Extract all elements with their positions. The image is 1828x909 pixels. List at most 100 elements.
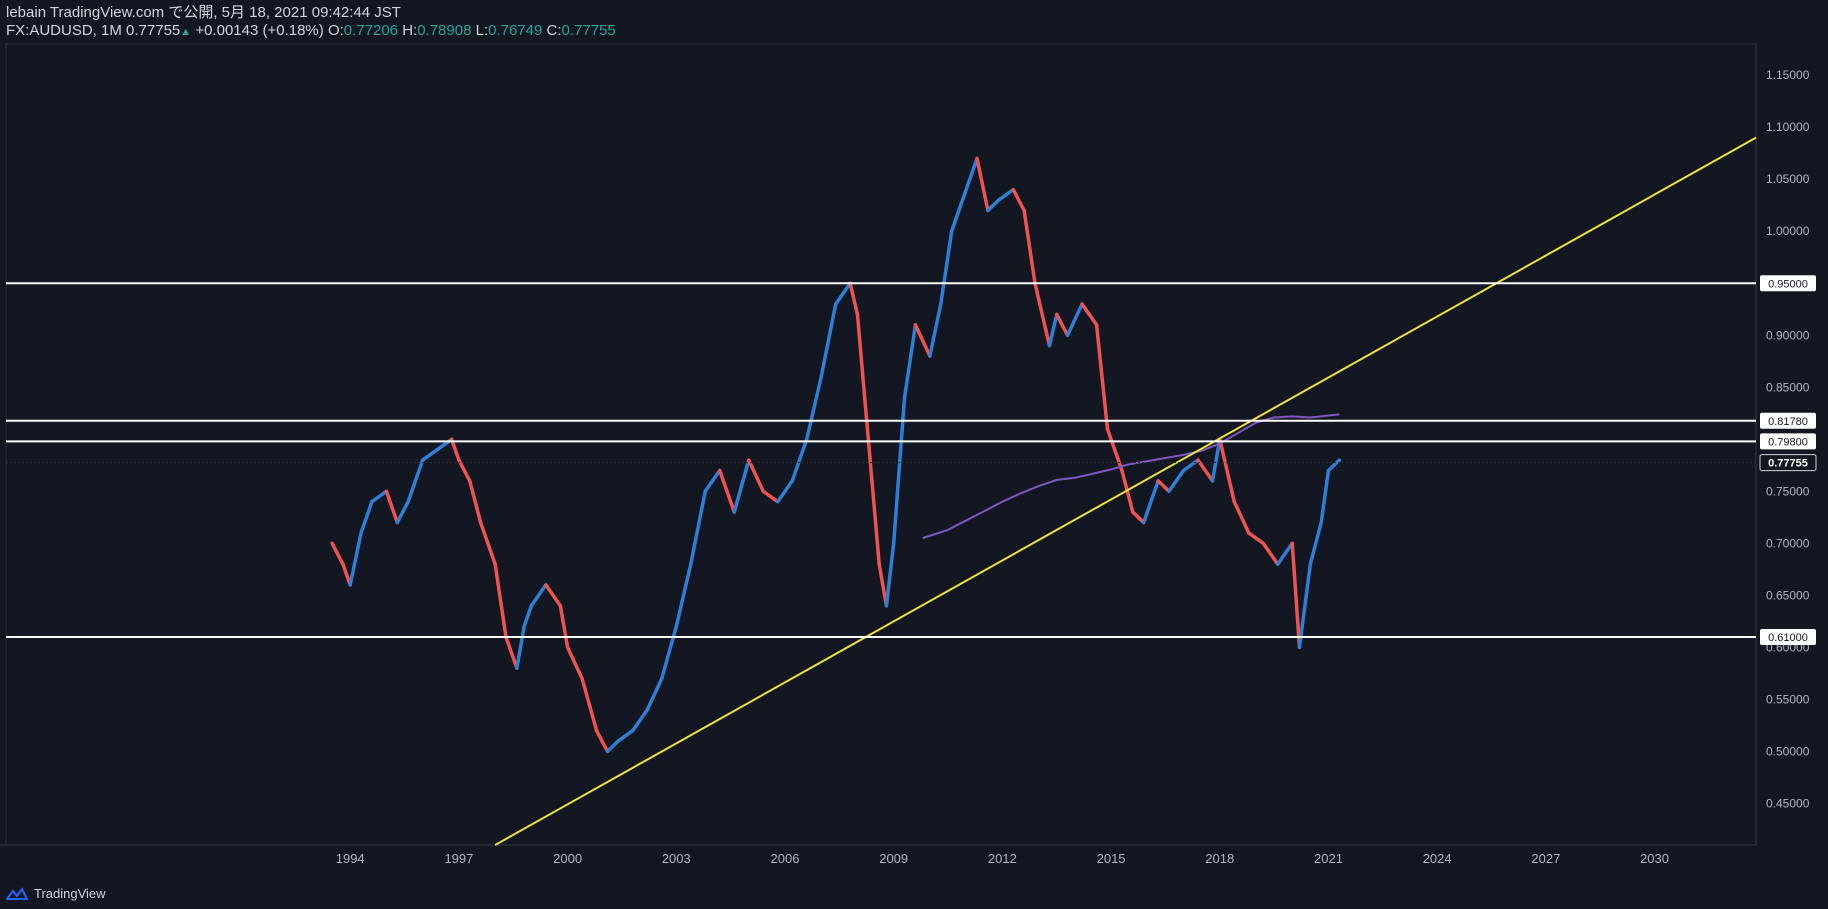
x-tick-label: 2018 bbox=[1205, 851, 1234, 866]
price-segment bbox=[330, 541, 345, 566]
price-segment bbox=[1232, 499, 1251, 535]
level-price-label: 0.81780 bbox=[1768, 416, 1808, 428]
tradingview-logo-icon bbox=[6, 886, 28, 900]
price-segment bbox=[1065, 302, 1084, 338]
price-segment bbox=[689, 489, 708, 566]
last-price-label: 0.77755 bbox=[1768, 458, 1808, 470]
price-segment bbox=[1196, 458, 1215, 483]
price-segment bbox=[986, 198, 1001, 213]
x-tick-label: 2003 bbox=[662, 851, 691, 866]
price-segment bbox=[975, 156, 990, 213]
price-segment bbox=[949, 187, 968, 233]
footer: TradingView bbox=[6, 886, 106, 901]
price-segment bbox=[660, 624, 679, 681]
price-segment bbox=[964, 156, 979, 192]
price-segment bbox=[406, 458, 425, 504]
x-tick-label: 2030 bbox=[1640, 851, 1669, 866]
x-tick-label: 2024 bbox=[1423, 851, 1452, 866]
footer-brand[interactable]: TradingView bbox=[34, 886, 106, 901]
price-segment bbox=[1290, 541, 1302, 650]
symbol-ohlc-line: FX:AUDUSD, 1M 0.77755▲ +0.00143 (+0.18%)… bbox=[6, 22, 616, 41]
price-segment bbox=[1011, 187, 1026, 213]
price-segment bbox=[1181, 458, 1200, 473]
x-tick-label: 2006 bbox=[771, 851, 800, 866]
moving-average-line bbox=[922, 413, 1340, 540]
price-segment bbox=[504, 635, 519, 670]
last-price: 0.77755 bbox=[126, 22, 181, 39]
price-segment bbox=[804, 375, 823, 442]
open-label: O: bbox=[327, 22, 344, 39]
price-segment bbox=[449, 437, 461, 462]
price-segment bbox=[1275, 541, 1294, 566]
y-tick-label: 0.75000 bbox=[1766, 484, 1810, 498]
publish-info: lebain TradingView.com で公開, 5月 18, 2021 … bbox=[6, 4, 401, 21]
price-segment bbox=[1326, 458, 1342, 473]
y-tick-label: 0.55000 bbox=[1766, 692, 1810, 706]
price-segment bbox=[370, 489, 389, 504]
price-segment bbox=[1247, 531, 1265, 546]
price-segment bbox=[1141, 479, 1160, 525]
price-segment bbox=[674, 562, 693, 629]
price-segment bbox=[341, 562, 352, 587]
price-segment bbox=[1047, 312, 1059, 348]
price-segment bbox=[848, 281, 860, 317]
price-segment bbox=[645, 676, 664, 712]
high-value: 0.78908 bbox=[417, 22, 472, 39]
level-price-tag bbox=[1760, 412, 1816, 429]
up-arrow-icon: ▲ bbox=[180, 26, 192, 38]
price-segment bbox=[594, 728, 610, 754]
price-segment bbox=[515, 624, 526, 670]
price-segment bbox=[580, 676, 599, 733]
price-segment bbox=[1033, 281, 1052, 348]
price-segment bbox=[761, 489, 780, 504]
price-segment bbox=[384, 489, 400, 525]
price-segment bbox=[457, 458, 472, 483]
x-tick-label: 2000 bbox=[553, 851, 582, 866]
price-segment bbox=[928, 302, 943, 358]
y-tick-label: 1.05000 bbox=[1766, 172, 1810, 186]
y-tick-label: 0.65000 bbox=[1766, 588, 1810, 602]
price-segment bbox=[891, 395, 907, 546]
price-segment bbox=[1261, 541, 1280, 566]
y-tick-label: 0.50000 bbox=[1766, 744, 1810, 758]
price-segment bbox=[855, 312, 871, 442]
price-segment bbox=[819, 302, 838, 379]
price-segment bbox=[939, 229, 954, 306]
price-segment bbox=[359, 499, 374, 535]
price-segment bbox=[1297, 562, 1313, 650]
price-segment bbox=[833, 281, 852, 306]
symbol-label[interactable]: FX:AUDUSD, 1M bbox=[6, 22, 122, 39]
price-segment bbox=[913, 323, 932, 358]
price-segment bbox=[522, 603, 534, 629]
price-segment bbox=[493, 562, 508, 639]
price-segment bbox=[348, 531, 363, 587]
price-segment bbox=[1131, 510, 1146, 525]
price-segment bbox=[544, 583, 563, 608]
price-segment bbox=[529, 583, 548, 608]
price-segment bbox=[866, 437, 881, 566]
y-tick-label: 0.90000 bbox=[1766, 328, 1810, 342]
price-segment bbox=[395, 499, 410, 525]
close-value: 0.77755 bbox=[561, 22, 616, 39]
price-segment bbox=[1218, 437, 1237, 504]
price-segment bbox=[1054, 312, 1070, 338]
level-price-label: 0.61000 bbox=[1768, 632, 1808, 644]
plot-area bbox=[5, 43, 1757, 846]
price-segment bbox=[703, 468, 722, 494]
price-segment bbox=[718, 468, 737, 514]
price-segment bbox=[1094, 323, 1110, 431]
y-tick-label: 1.15000 bbox=[1766, 68, 1810, 82]
x-tick-label: 1997 bbox=[444, 851, 473, 866]
price-change: +0.00143 (+0.18%) bbox=[195, 22, 324, 39]
price-segment bbox=[902, 323, 918, 400]
price-segment bbox=[1319, 468, 1331, 525]
trendline bbox=[494, 136, 1757, 846]
price-segment bbox=[420, 447, 439, 462]
price-segment bbox=[790, 437, 809, 483]
price-segment bbox=[877, 562, 889, 608]
price-segment bbox=[1156, 479, 1171, 494]
x-tick-label: 1994 bbox=[336, 851, 365, 866]
price-segment bbox=[997, 187, 1015, 202]
y-tick-label: 0.85000 bbox=[1766, 380, 1810, 394]
